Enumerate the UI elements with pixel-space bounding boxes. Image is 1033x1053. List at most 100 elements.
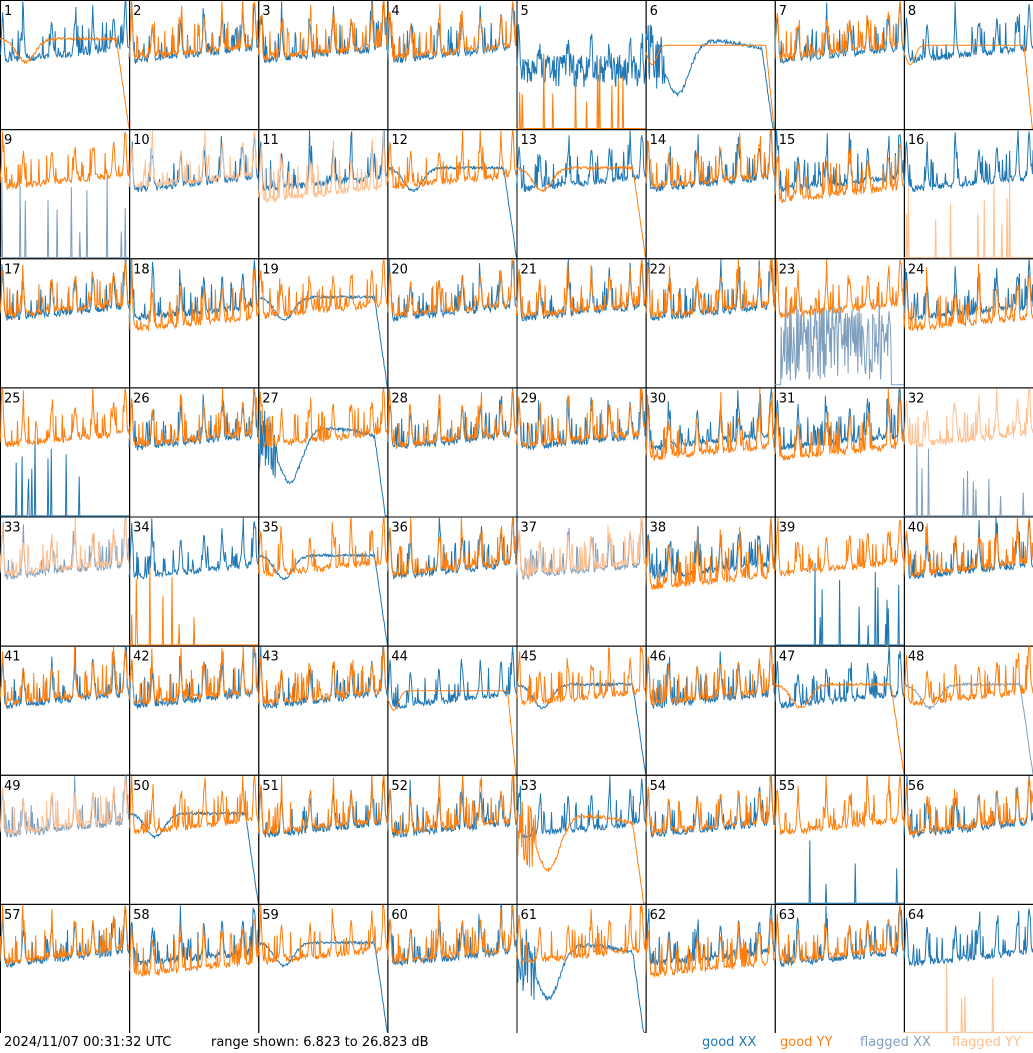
series-yy (0, 131, 130, 190)
series-xx (257, 0, 388, 64)
legend-good-xx: good XX (702, 1035, 757, 1050)
series-xx (128, 648, 259, 710)
panel-label: 42 (133, 650, 150, 665)
series-yy (257, 130, 388, 203)
panel-frame (516, 516, 647, 647)
series-xx (386, 646, 517, 710)
panel-frame (516, 903, 647, 1033)
panel-label: 53 (521, 779, 538, 794)
panel-frame (645, 258, 776, 389)
series-yy (0, 259, 130, 320)
panel-label: 21 (521, 262, 538, 277)
panel-label: 1 (4, 4, 12, 19)
series-yy (903, 646, 1033, 707)
panel-frame (645, 0, 776, 131)
panel-label: 11 (262, 133, 279, 148)
panel-frame (903, 387, 1033, 518)
panel-frame (0, 0, 131, 131)
series-yy (0, 35, 130, 129)
panel-label: 5 (521, 4, 529, 19)
series-yy (0, 646, 130, 706)
panel-frame (258, 903, 389, 1033)
series-xx (774, 840, 904, 904)
series-yy (516, 646, 647, 707)
series-yy (0, 388, 130, 448)
panel-frame (774, 258, 905, 389)
panel-label: 13 (521, 133, 538, 148)
panel-label: 41 (4, 650, 21, 665)
series-yy (386, 690, 517, 775)
panel-label: 58 (133, 908, 150, 923)
panel-frame (774, 129, 905, 260)
series-xx (128, 517, 259, 580)
panel-frame (0, 516, 131, 647)
panel-label: 44 (391, 650, 408, 665)
series-yy (128, 1, 259, 60)
series-yy (257, 388, 388, 448)
series-xx (903, 1, 1033, 64)
panel-frame (258, 516, 389, 647)
panel-label: 28 (391, 391, 408, 406)
panel-frame (258, 774, 389, 905)
panel-label: 23 (779, 262, 796, 277)
series-yy (774, 388, 905, 461)
panel-label: 10 (133, 133, 150, 148)
series-yy (645, 517, 776, 591)
panel-frame (903, 774, 1033, 905)
series-xx (903, 908, 1033, 967)
panel-label: 54 (650, 779, 667, 794)
panel-label: 22 (650, 262, 667, 277)
panel-label: 43 (262, 650, 279, 665)
panel-label: 18 (133, 262, 150, 277)
panel-frame (129, 774, 260, 905)
series-yy (128, 919, 259, 977)
series-yy (774, 144, 904, 204)
panel-label: 38 (650, 521, 667, 536)
panel-label: 14 (650, 133, 667, 148)
series-yy (257, 258, 388, 319)
series-yy (903, 963, 1033, 1033)
panel-label: 24 (908, 262, 925, 277)
series-yy (257, 0, 388, 62)
panel-frame (903, 0, 1033, 131)
panel-frame (258, 0, 389, 131)
series-yy (516, 905, 647, 966)
panel-frame (258, 258, 389, 389)
panel-label: 46 (650, 650, 667, 665)
panel-frame (129, 0, 260, 131)
panel-frame (774, 903, 905, 1033)
series-yy (257, 646, 388, 707)
panel-label: 56 (908, 779, 925, 794)
series-yy (645, 388, 776, 461)
series-xx (386, 517, 517, 580)
series-yy (516, 53, 646, 129)
panel-label: 15 (779, 133, 796, 148)
legend-flagged-xx: flagged XX (860, 1035, 931, 1050)
series-yy (774, 681, 905, 774)
series-xx (0, 176, 130, 259)
panel-frame (645, 129, 776, 260)
series-yy (774, 905, 905, 965)
panel-frame (516, 387, 647, 518)
legend-flagged-yy: flagged YY (952, 1035, 1021, 1050)
panel-label: 39 (779, 521, 796, 536)
panel-frame (387, 774, 518, 905)
series-yy (516, 259, 647, 319)
series-yy (903, 263, 1033, 332)
series-yy (386, 388, 517, 449)
panel-label: 36 (391, 521, 408, 536)
series-yy (903, 44, 1033, 129)
panel-label: 49 (4, 779, 21, 794)
series-xx (903, 130, 1033, 192)
panel-frame (645, 645, 776, 776)
series-yy (645, 775, 776, 836)
panel-frame (129, 903, 260, 1033)
panel-frame (0, 645, 131, 776)
legend-good-yy: good YY (780, 1035, 833, 1050)
panel-label: 19 (262, 262, 279, 277)
series-yy (386, 905, 517, 964)
panel-frame (645, 774, 776, 905)
panel-label: 26 (133, 391, 150, 406)
panel-label: 60 (391, 908, 408, 923)
